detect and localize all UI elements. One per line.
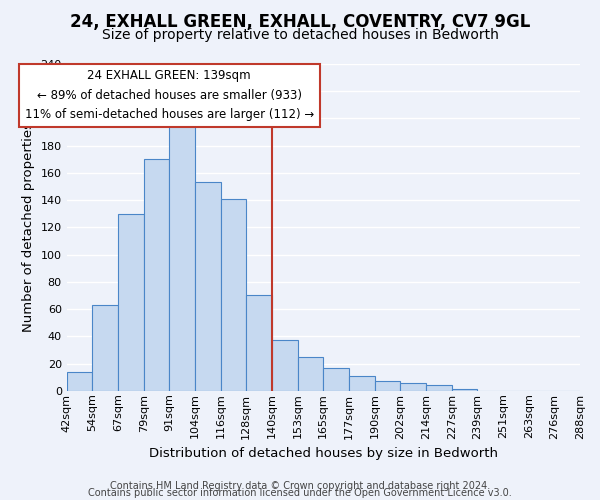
Bar: [298, 356, 323, 391]
Bar: [143, 160, 169, 391]
Bar: [349, 376, 374, 391]
Text: Size of property relative to detached houses in Bedworth: Size of property relative to detached ho…: [101, 28, 499, 42]
Bar: [169, 118, 195, 391]
Bar: [221, 199, 247, 391]
Bar: [400, 382, 426, 391]
Bar: [67, 372, 92, 391]
Text: Contains HM Land Registry data © Crown copyright and database right 2024.: Contains HM Land Registry data © Crown c…: [110, 481, 490, 491]
Bar: [452, 390, 478, 391]
Bar: [247, 296, 272, 391]
Bar: [374, 381, 400, 391]
Bar: [272, 340, 298, 391]
Bar: [118, 214, 143, 391]
Bar: [323, 368, 349, 391]
Bar: [426, 386, 452, 391]
Text: 24 EXHALL GREEN: 139sqm
← 89% of detached houses are smaller (933)
11% of semi-d: 24 EXHALL GREEN: 139sqm ← 89% of detache…: [25, 70, 314, 122]
Text: Contains public sector information licensed under the Open Government Licence v3: Contains public sector information licen…: [88, 488, 512, 498]
Text: 24, EXHALL GREEN, EXHALL, COVENTRY, CV7 9GL: 24, EXHALL GREEN, EXHALL, COVENTRY, CV7 …: [70, 12, 530, 30]
Bar: [195, 182, 221, 391]
Y-axis label: Number of detached properties: Number of detached properties: [22, 122, 35, 332]
Bar: [92, 305, 118, 391]
X-axis label: Distribution of detached houses by size in Bedworth: Distribution of detached houses by size …: [149, 447, 498, 460]
